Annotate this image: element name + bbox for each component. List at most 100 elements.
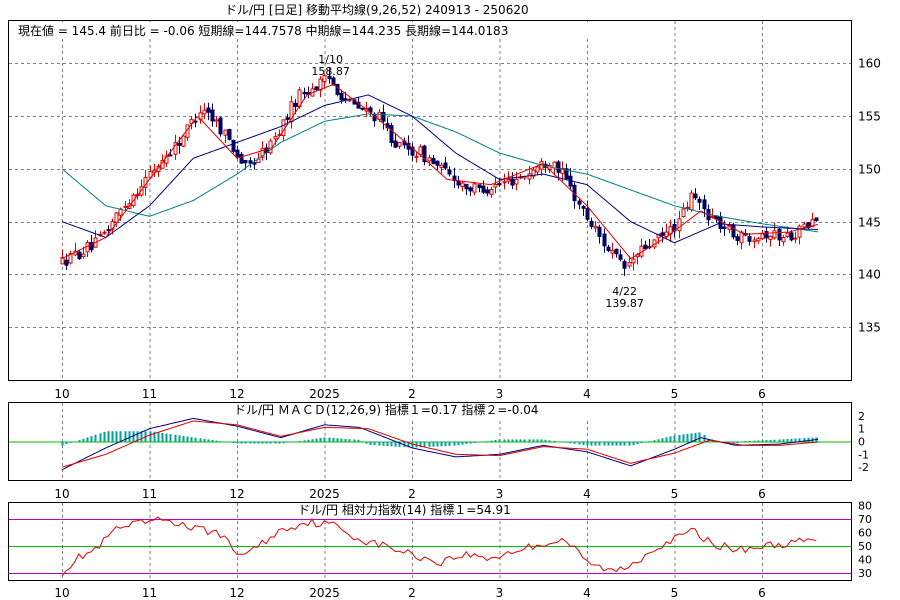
macd-histogram-bar [532,439,535,442]
candle-body [797,225,802,238]
candle-body [781,236,786,243]
macd-histogram-bar [686,433,689,442]
candle-body [606,246,611,251]
month-tick-label: 6 [758,586,766,600]
macd-histogram-bar [174,434,177,442]
month-tick-label: 2 [408,387,416,401]
macd-histogram-bar [661,438,664,442]
month-tick-label: 2 [408,487,416,501]
candle-body [752,239,757,243]
macd-histogram-bar [757,440,760,442]
macd-histogram-bar [798,438,801,442]
macd-histogram-bar [90,436,93,442]
long-ma-line [61,113,819,233]
candle-body [506,178,511,182]
candle-body [514,178,519,185]
macd-histogram-bar [140,431,143,442]
macd-histogram-bar [228,441,231,443]
macd-histogram-bar [249,441,252,444]
macd-histogram-bar [507,439,510,442]
macd-histogram-bar [582,441,585,446]
candle-body [389,125,394,143]
candle-body [339,92,344,101]
candle-body [489,189,494,195]
macd-histogram-bar [303,440,306,442]
candle-body [802,223,807,228]
macd-histogram-bar [590,441,593,446]
macd-histogram-bar [203,438,206,442]
candle-body [285,117,290,120]
macd-histogram-bar [544,439,547,442]
macd-histogram-bar [240,441,243,444]
price-tick-label: 135 [858,321,881,335]
macd-histogram-bar [669,436,672,442]
macd-histogram-bar [723,441,726,443]
candle-body [281,119,286,137]
month-tick-label: 3 [496,387,504,401]
price-tick-label: 155 [858,110,881,124]
macd-signal-line [61,420,819,468]
macd-histogram-bar [523,439,526,442]
candle-body [414,155,419,158]
macd-histogram-bar [769,439,772,442]
month-tick-label: 11 [142,387,157,401]
price-panel-frame [8,20,852,381]
candle-body [731,224,736,238]
macd-histogram-bar [82,438,85,442]
candle-body [631,258,636,264]
candle-body [477,184,482,189]
macd-histogram-bar [790,438,793,442]
macd-histogram-bar [361,441,364,442]
candle-body [681,208,686,218]
macd-histogram-bar [332,437,335,442]
candle-body [677,218,682,232]
macd-histogram-bar [219,441,222,442]
macd-histogram-bar [373,441,376,446]
macd-histogram-bar [469,441,472,444]
candle-body [427,157,432,162]
month-tick-label: 5 [671,387,679,401]
candle-body [439,164,444,169]
macd-histogram-bar [357,439,360,442]
rsi-tick-label: 30 [858,567,872,580]
candle-body [193,120,198,123]
macd-histogram-bar [265,441,268,444]
macd-histogram-bar [448,441,451,446]
macd-histogram-bar [761,440,764,442]
candle-body [60,257,65,265]
macd-histogram-bar [436,441,439,447]
macd-histogram-bar [207,439,210,442]
macd-histogram-bar [473,441,476,443]
macd-title-backdrop [232,403,637,418]
macd-histogram-bar [348,439,351,442]
month-tick-label: 4 [583,586,591,600]
price-tick-label: 150 [858,163,881,177]
price-tick-label: 140 [858,268,881,282]
macd-histogram-bar [578,441,581,445]
high-annotation-date: 1/10 [318,53,343,66]
rsi-tick-label: 50 [858,540,872,553]
macd-histogram-bar [782,439,785,442]
macd-histogram-bar [644,441,647,443]
macd-histogram-bar [740,441,743,443]
macd-histogram-bar [132,431,135,442]
candle-body [464,183,469,190]
macd-histogram-bar [157,432,160,442]
mid-ma-line [61,94,819,244]
macd-histogram-bar [657,439,660,442]
macd-histogram-bar [382,441,385,446]
candle-body [418,146,423,155]
candle-body [777,228,782,241]
macd-tick-label: 0 [858,436,865,449]
month-tick-label: 3 [496,586,504,600]
macd-title: ドル/円 ＭＡＣＤ(12,26,9) 指標１=0.17 指標２=-0.04 [234,402,539,417]
macd-histogram-bar [386,441,389,447]
candle-body [597,226,602,237]
candle-body [789,232,794,241]
macd-histogram-bar [419,441,422,448]
macd-histogram-bar [490,440,493,442]
candle-body [685,206,690,209]
price-tick-label: 145 [858,216,881,230]
macd-histogram-bar [257,441,260,444]
macd-histogram-bar [548,440,551,442]
